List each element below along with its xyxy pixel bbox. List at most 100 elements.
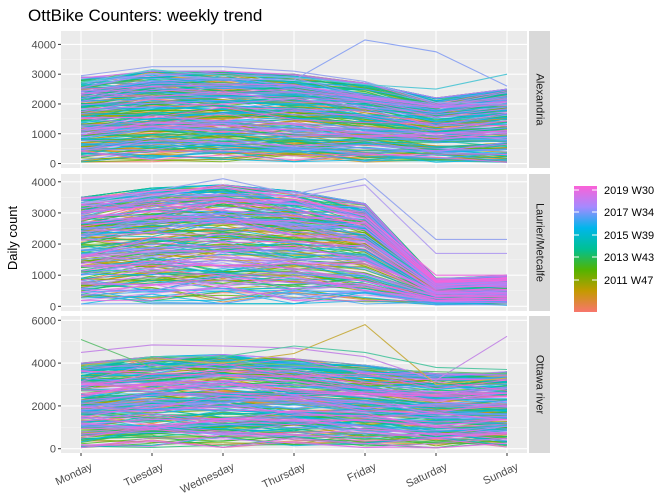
y-tick-label: 4000 [32, 358, 56, 370]
series-line [80, 395, 508, 412]
series-line [80, 74, 508, 102]
x-tick-label: Friday [345, 461, 378, 485]
series-line [80, 264, 508, 300]
series-line [80, 389, 508, 408]
y-tick-label: 4000 [32, 39, 56, 51]
series-line [80, 380, 508, 397]
series-line [80, 109, 508, 131]
series-line [80, 217, 508, 289]
legend-label: 2015 W39 [604, 230, 654, 242]
series-line [80, 276, 508, 301]
series-line [80, 363, 508, 390]
series-line [80, 383, 508, 401]
series-line [80, 184, 508, 280]
highlight-series-line [80, 335, 508, 381]
series-line [80, 139, 508, 152]
series-line [80, 428, 508, 439]
legend-label: 2011 W47 [604, 275, 653, 287]
series-line [80, 137, 508, 152]
series-line [80, 215, 508, 288]
series-line [80, 392, 508, 408]
series-line [80, 415, 508, 426]
series-line [80, 417, 508, 432]
chart-legend: 2019 W30 2017 W34 2015 W39 2013 W43 2011 W47 [574, 185, 654, 312]
y-tick-label: 0 [50, 444, 56, 456]
y-tick-label: 0 [50, 159, 56, 171]
series-line [80, 272, 508, 300]
series-line [80, 127, 508, 142]
series-line [80, 380, 508, 398]
highlight-series-line [80, 39, 508, 87]
highlight-series-line [80, 69, 508, 90]
series-line [80, 92, 508, 114]
x-tick-label: Sunday [481, 461, 520, 488]
series-line [80, 257, 508, 298]
series-line [80, 364, 508, 376]
series-group [80, 323, 508, 449]
legend-colorbar [574, 186, 597, 312]
y-tick-label: 4000 [32, 177, 56, 189]
highlight-series-line [80, 187, 507, 276]
y-tick-label: 1000 [32, 129, 56, 141]
series-line [80, 403, 508, 420]
series-line [80, 126, 508, 141]
series-line [80, 100, 508, 123]
legend-label: 2013 W43 [604, 252, 654, 264]
series-line [80, 86, 508, 109]
series-line [80, 87, 508, 113]
series-line [80, 150, 508, 161]
series-group [80, 178, 508, 306]
legend-label: 2019 W30 [604, 185, 654, 197]
series-line [80, 98, 508, 126]
series-line [80, 150, 508, 163]
series-line [80, 285, 508, 302]
series-line [80, 70, 508, 99]
series-line [80, 125, 508, 138]
y-tick-label: 0 [50, 301, 56, 313]
series-line [80, 400, 508, 411]
series-line [80, 202, 508, 283]
series-line [80, 123, 508, 139]
highlight-series-line [80, 323, 508, 386]
series-line [80, 212, 508, 287]
series-line [80, 78, 508, 111]
series-line [80, 260, 508, 297]
facet-strip-label: Laurier/Metcalfe [534, 203, 546, 282]
series-line [80, 102, 508, 127]
series-line [80, 138, 508, 153]
series-line [80, 90, 508, 118]
facet-strip [529, 316, 550, 453]
series-line [80, 439, 508, 449]
chart-panels: 0 1000 2000 3000 4000 Alexandria 0 1000 2000 3000… [32, 31, 550, 496]
series-line [80, 83, 508, 107]
x-tick-label: Thursday [261, 461, 308, 491]
legend-label: 2017 W34 [604, 207, 654, 219]
facet-strip-label: Alexandria [534, 74, 546, 127]
y-tick-label: 2000 [32, 99, 56, 111]
series-line [80, 268, 508, 298]
series-line [80, 244, 508, 295]
series-group [80, 39, 508, 163]
y-tick-label: 2000 [32, 239, 56, 251]
x-tick-label: Saturday [404, 461, 449, 491]
x-tick-label: Tuesday [122, 461, 165, 490]
y-tick-label: 3000 [32, 208, 56, 220]
series-line [80, 370, 508, 391]
series-line [80, 409, 508, 429]
y-tick-label: 6000 [32, 315, 56, 327]
series-line [80, 198, 508, 283]
series-line [80, 418, 508, 436]
y-tick-label: 1000 [32, 270, 56, 282]
series-line [80, 381, 508, 396]
facet-panel: 0 1000 2000 3000 4000 Alexandria [32, 31, 550, 171]
series-line [80, 405, 508, 421]
facet-panel: 0 1000 2000 3000 4000 Laurier/Metcalfe [32, 174, 550, 313]
series-line [80, 236, 508, 291]
chart-title: OttBike Counters: weekly trend [28, 6, 262, 25]
series-line [80, 221, 508, 290]
series-line [80, 402, 508, 419]
highlight-series-line [80, 338, 508, 375]
series-line [80, 414, 508, 427]
x-tick-label: Wednesday [179, 461, 237, 497]
